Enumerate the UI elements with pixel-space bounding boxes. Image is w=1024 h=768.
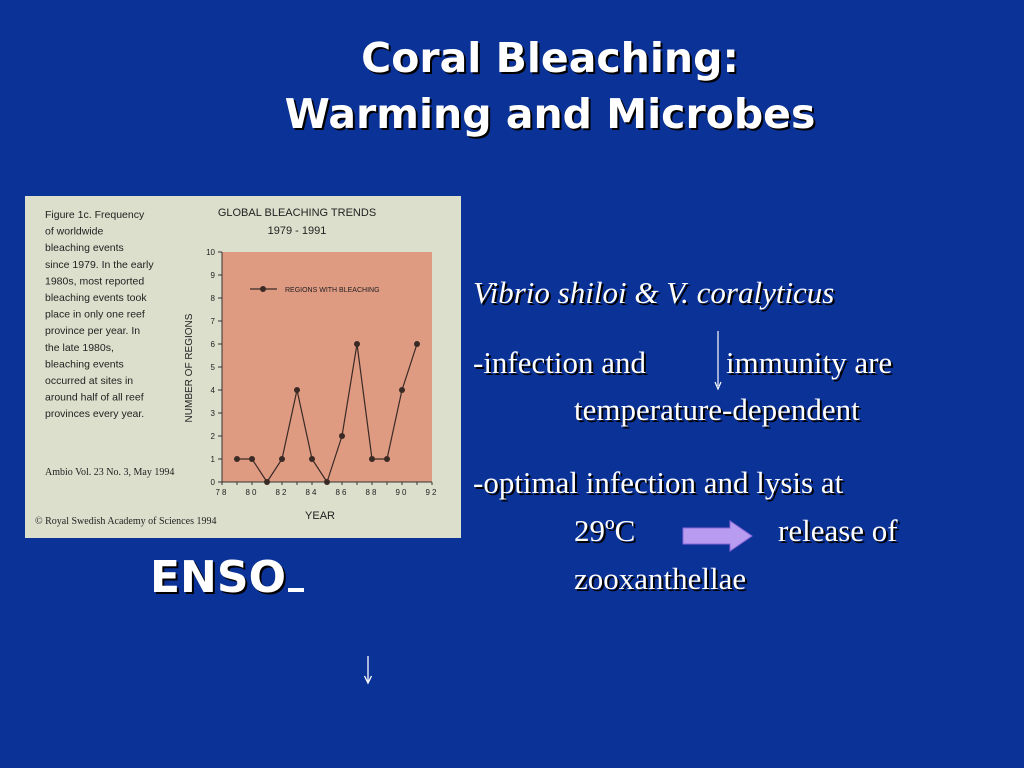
- data-point: [249, 456, 255, 462]
- data-point: [339, 433, 345, 439]
- figure-caption: Figure 1c. Frequency of worldwide bleachin…: [45, 209, 154, 420]
- title-line-1: Coral Bleaching:: [361, 34, 739, 82]
- caption-line: since 1979. In the early: [45, 259, 154, 271]
- x-tick-label: 84: [306, 488, 319, 497]
- x-tick-label: 80: [246, 488, 259, 497]
- caption-line: province per year. In: [45, 325, 140, 337]
- x-tick-label: 86: [336, 488, 349, 497]
- bleaching-chart: Figure 1c. Frequency of worldwide bleachin…: [35, 207, 439, 527]
- caption-line: bleaching events: [45, 358, 124, 370]
- title-line-2: Warming and Microbes: [284, 90, 816, 138]
- bullet-2-line-1: -optimal infection and lysis at: [473, 465, 844, 500]
- figure-source: Ambio Vol. 23 No. 3, May 1994: [45, 467, 174, 478]
- legend-label: REGIONS WITH BLEACHING: [285, 287, 380, 294]
- data-point: [234, 456, 240, 462]
- bullet-1-part-b: immunity are: [726, 345, 893, 380]
- x-tick-label: 78: [216, 488, 229, 497]
- data-point: [264, 479, 270, 485]
- y-tick-label: 9: [211, 271, 216, 280]
- data-point: [369, 456, 375, 462]
- bullet-2-temp: 29ºC: [574, 513, 636, 548]
- small-down-arrow-icon: [714, 331, 722, 391]
- caption-line: occurred at sites in: [45, 375, 133, 387]
- y-tick-label: 1: [211, 455, 216, 464]
- chart-title: GLOBAL BLEACHING TRENDS: [218, 207, 376, 219]
- bullet-1-line-2: temperature-dependent: [574, 392, 860, 427]
- y-tick-label: 2: [211, 432, 216, 441]
- y-tick-label: 6: [211, 340, 216, 349]
- x-tick-label: 90: [396, 488, 409, 497]
- y-tick-label: 5: [211, 363, 216, 372]
- data-point: [354, 341, 360, 347]
- bullet-2-line-3: zooxanthellae: [574, 561, 747, 596]
- x-tick-label: 88: [366, 488, 379, 497]
- y-tick-label: 3: [211, 409, 216, 418]
- enso-text: ENSO: [150, 552, 286, 603]
- bullet-1-part-a: -infection and: [473, 345, 647, 380]
- data-point: [324, 479, 330, 485]
- data-point: [309, 456, 315, 462]
- y-axis-label: NUMBER OF REGIONS: [184, 313, 195, 422]
- caption-line: Figure 1c. Frequency: [45, 209, 145, 221]
- y-tick-label: 10: [206, 248, 215, 257]
- chart-legend: REGIONS WITH BLEACHING: [250, 286, 380, 294]
- data-point: [384, 456, 390, 462]
- data-point: [279, 456, 285, 462]
- caption-line: place in only one reef: [45, 309, 145, 321]
- caption-line: bleaching events: [45, 242, 124, 254]
- species-line: Vibrio shiloi & V. coralyticus: [473, 275, 835, 310]
- y-tick-label: 8: [211, 294, 216, 303]
- enso-underline: [287, 588, 304, 592]
- legend-marker: [260, 286, 266, 292]
- slide-title: Coral Bleaching: Warming and Microbes: [0, 30, 1024, 142]
- bleaching-figure: Figure 1c. Frequency of worldwide bleachin…: [25, 196, 461, 538]
- chart-subtitle: 1979 - 1991: [268, 225, 327, 237]
- y-tick-label: 0: [211, 478, 216, 487]
- down-arrow-icon: [363, 656, 373, 685]
- caption-line: 1980s, most reported: [45, 275, 144, 287]
- caption-line: provinces every year.: [45, 408, 144, 420]
- caption-line: the late 1980s,: [45, 342, 114, 354]
- caption-line: bleaching events took: [45, 292, 147, 304]
- chart-series: [234, 341, 420, 485]
- data-point: [399, 387, 405, 393]
- caption-line: around half of all reef: [45, 392, 144, 404]
- right-arrow-icon: [682, 520, 753, 552]
- caption-line: of worldwide: [45, 226, 104, 238]
- x-tick-label: 92: [426, 488, 439, 497]
- plot-area: [222, 252, 432, 482]
- enso-label: ENSO: [150, 552, 304, 603]
- figure-copyright: © Royal Swedish Academy of Sciences 1994: [35, 516, 216, 527]
- y-tick-label: 7: [211, 317, 216, 326]
- data-point: [294, 387, 300, 393]
- x-tick-label: 82: [276, 488, 289, 497]
- x-axis-label: YEAR: [305, 510, 335, 522]
- y-tick-label: 4: [211, 386, 216, 395]
- bullet-2-release: release of: [778, 513, 898, 548]
- data-point: [414, 341, 420, 347]
